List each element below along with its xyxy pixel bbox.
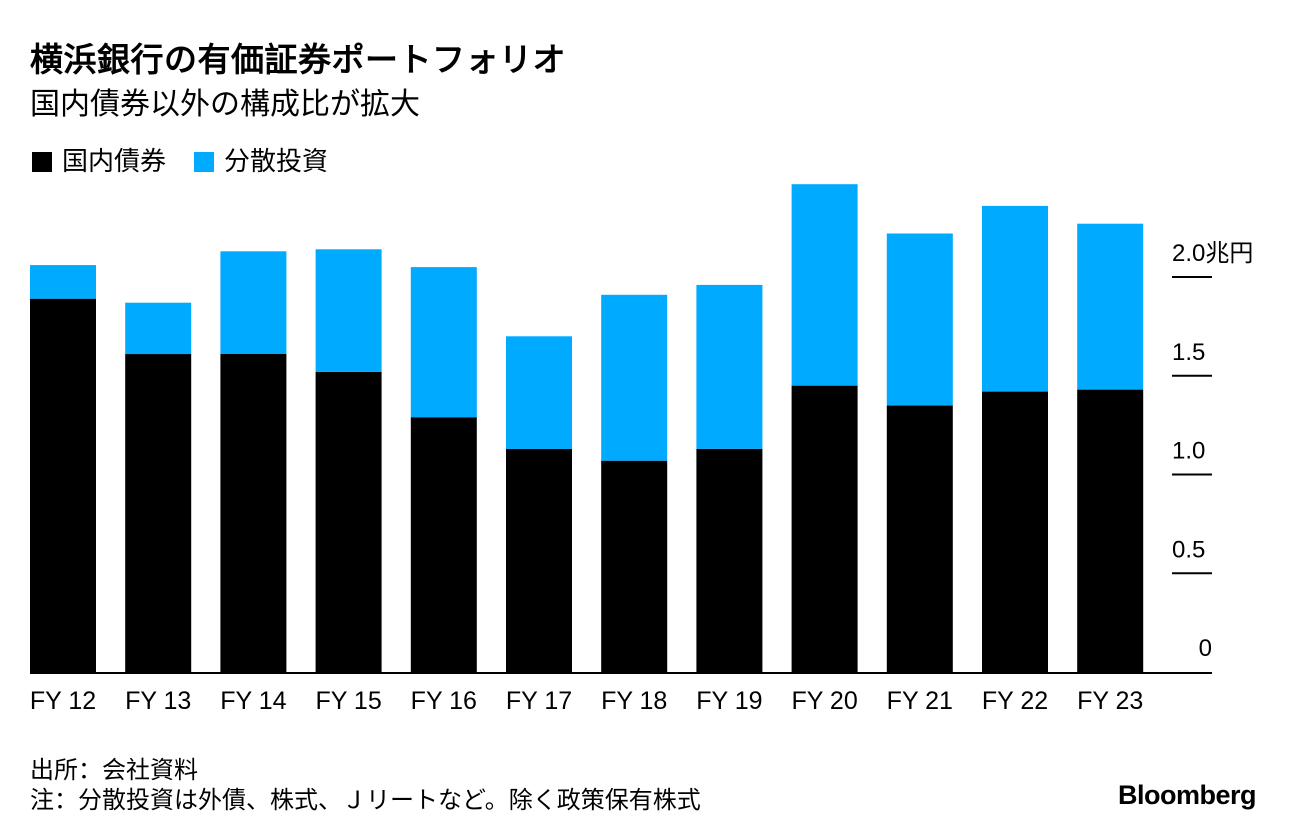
legend-swatch-diversified (194, 152, 215, 172)
y-tick-label: 1.0 (1172, 438, 1205, 465)
bar-domestic-bonds-fy15 (315, 371, 382, 672)
y-tick-label: 0.5 (1172, 536, 1205, 563)
y-tick-label: 0 (1199, 635, 1212, 662)
bar-domestic-bonds-fy17 (506, 448, 572, 672)
legend-item-diversified: 分散投資 (194, 144, 328, 180)
legend-label-diversified: 分散投資 (224, 147, 329, 177)
bar-diversified-fy21 (886, 233, 953, 406)
y-tick-label: 2.0兆円 (1172, 240, 1253, 267)
bar-diversified-fy22 (982, 205, 1048, 392)
legend-swatch-domestic-bonds (32, 152, 52, 172)
x-tick-label: FY 20 (791, 687, 857, 715)
bar-domestic-bonds-fy20 (791, 385, 858, 672)
bar-diversified-fy23 (1077, 223, 1144, 390)
x-tick-label: FY 15 (315, 687, 381, 715)
y-tick-label: 1.5 (1172, 339, 1205, 366)
bar-domestic-bonds-fy16 (410, 417, 477, 672)
bar-domestic-bonds-fy22 (982, 391, 1048, 672)
bar-domestic-bonds-fy12 (30, 298, 96, 672)
x-tick-label: FY 18 (601, 687, 667, 715)
x-tick-label: FY 14 (220, 687, 286, 715)
bar-diversified-fy17 (506, 336, 572, 449)
bar-diversified-fy16 (410, 267, 477, 418)
legend-item-domestic-bonds: 国内債券 (32, 144, 166, 180)
x-tick-label: FY 17 (506, 687, 572, 715)
bar-diversified-fy12 (30, 265, 96, 299)
source-note: 出所：会社資料 (30, 756, 198, 784)
x-tick-label: FY 21 (887, 687, 953, 715)
bloomberg-logo: Bloomberg (1117, 780, 1257, 810)
chart-title: 横浜銀行の有価証券ポートフォリオ (30, 40, 566, 79)
x-axis-labels: FY 12 FY 13 FY 14 FY 15 FY 16 FY 17 FY 18 FY 19… (30, 687, 1143, 715)
legend: 国内債券 分散投資 (32, 144, 356, 180)
y-axis: 0 0.5 1.0 1.5 2.0兆円 (1172, 240, 1253, 662)
bar-domestic-bonds-fy13 (125, 354, 192, 672)
x-tick-label: FY 22 (982, 687, 1048, 715)
chart-subtitle: 国内債券以外の構成比が拡大 (30, 87, 420, 122)
bar-domestic-bonds-fy23 (1077, 389, 1144, 672)
bar-domestic-bonds-fy21 (886, 405, 953, 672)
bar-diversified-fy19 (696, 284, 763, 449)
footnote: 注：分散投資は外債、株式、Ｊリートなど。除く政策保有株式 (30, 786, 701, 814)
bar-domestic-bonds-fy18 (601, 460, 668, 672)
x-tick-label: FY 16 (411, 687, 477, 715)
bar-domestic-bonds-fy19 (696, 448, 763, 672)
bar-diversified-fy18 (601, 294, 668, 461)
bar-diversified-fy20 (791, 184, 858, 386)
bar-diversified-fy15 (315, 249, 382, 372)
x-tick-label: FY 19 (696, 687, 762, 715)
x-tick-label: FY 23 (1077, 687, 1143, 715)
x-tick-label: FY 12 (30, 687, 96, 715)
bars-group (30, 184, 1144, 672)
x-tick-label: FY 13 (125, 687, 191, 715)
bar-domestic-bonds-fy14 (220, 354, 287, 672)
legend-label-domestic-bonds: 国内債券 (62, 147, 167, 177)
bar-diversified-fy13 (125, 302, 192, 355)
bar-diversified-fy14 (220, 251, 287, 354)
